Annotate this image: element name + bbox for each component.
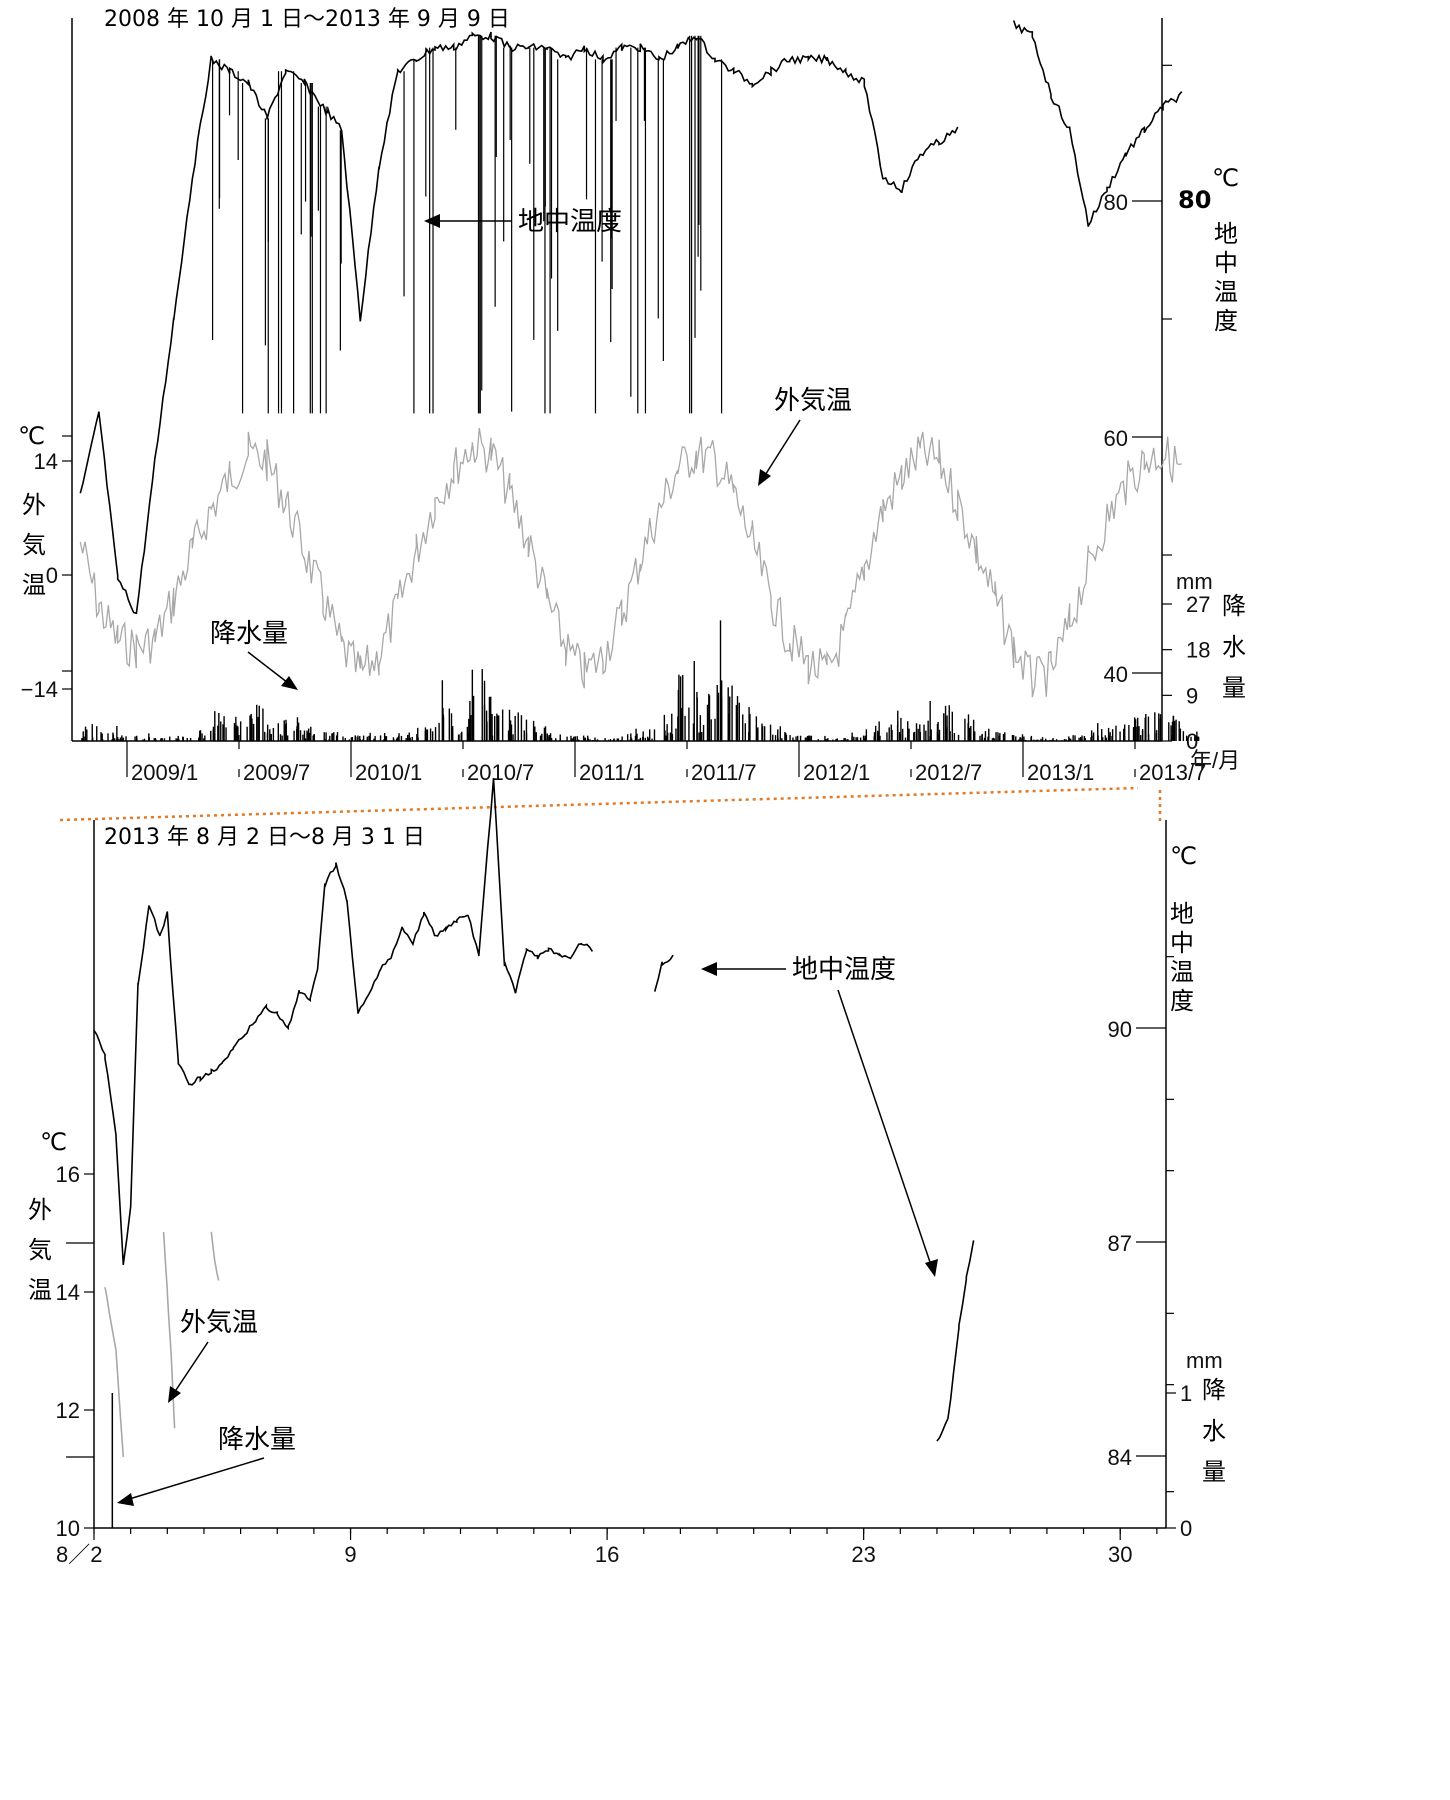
bottom-precip-arrow <box>125 1457 265 1501</box>
top-rain-tick-label: 0 <box>1186 729 1198 754</box>
top-air-temp-arrowhead <box>758 469 771 486</box>
top-left-axis-label: 温 <box>22 571 46 599</box>
top-ground-unit: ℃ <box>1212 164 1239 192</box>
top-ground-tick-label: 40 <box>1104 662 1128 687</box>
bottom-rain-tick-label: 1 <box>1180 1381 1192 1406</box>
top-ground-axis-label: 温 <box>1214 278 1238 306</box>
bottom-left-axis-label: 温 <box>28 1276 52 1304</box>
bottom-left-tick-label: 14 <box>56 1280 80 1305</box>
top-ground-axis-label: 中 <box>1214 249 1238 277</box>
bottom-chart-title: 2013 年 8 月 2 日〜8 月 3 1 日 <box>104 825 425 850</box>
bottom-ground-axis-label: 度 <box>1170 987 1194 1015</box>
top-rain-tick-label: 27 <box>1186 592 1210 617</box>
top-x-tick-label: 2011/7 <box>691 760 757 785</box>
bottom-ground-axis-label: 地 <box>1170 900 1194 928</box>
top-left-tick-label: 14 <box>34 449 58 474</box>
top-precip-arrow <box>247 651 293 687</box>
bottom-x-tick-label: 8／2 <box>56 1542 102 1567</box>
bottom-ground-temp-annotation: 地中温度 <box>792 955 896 985</box>
bottom-ground-axis-label: 中 <box>1170 929 1194 957</box>
bottom-rain-unit: mm <box>1186 1348 1223 1373</box>
top-rain-unit: mm <box>1176 569 1213 594</box>
bottom-air-temp-arrowhead <box>168 1386 181 1403</box>
bottom-ground-tick-label: 87 <box>1108 1231 1132 1256</box>
bottom-left-axis-label: 気 <box>28 1236 52 1264</box>
bottom-ground-temp-line <box>93 778 975 1442</box>
top-ground-tick-label-bold: 80 <box>1178 186 1211 214</box>
bottom-rain-axis-label: 降 <box>1202 1376 1226 1404</box>
bottom-ground-temp-arrow-2 <box>837 989 933 1269</box>
bottom-ground-unit: ℃ <box>1170 842 1197 870</box>
top-x-tick-label: 2009/1 <box>131 760 198 785</box>
top-air-temp-arrow <box>761 419 801 481</box>
bottom-left-tick-label: 16 <box>56 1162 80 1187</box>
top-ground-temp-line <box>79 20 1183 615</box>
zoom-connector-left <box>59 786 1139 822</box>
top-air-temp-line <box>79 427 1182 698</box>
bottom-x-tick-label: 16 <box>595 1542 619 1567</box>
top-x-axis-label: 年/月 <box>1190 748 1240 773</box>
bottom-ground-temp-arrowhead-2 <box>925 1259 938 1277</box>
top-ground-axis-label: 度 <box>1214 307 1238 335</box>
bottom-ground-temp-arrowhead <box>701 962 717 976</box>
top-x-tick-label: 2012/7 <box>915 760 982 785</box>
top-left-tick-label: 0 <box>46 563 58 588</box>
bottom-x-tick-label: 9 <box>344 1542 356 1567</box>
top-x-tick-label: 2013/7 <box>1139 760 1206 785</box>
top-x-tick-label: 2010/1 <box>355 760 422 785</box>
top-x-tick-label: 2009/7 <box>243 760 310 785</box>
bottom-air-temp-arrow <box>171 1341 209 1397</box>
bottom-left-tick-label: 10 <box>56 1516 80 1541</box>
bottom-air-temp-annotation: 外気温 <box>180 1308 258 1338</box>
bottom-air-temp-line <box>104 1231 220 1457</box>
bottom-rain-tick-label: 0 <box>1180 1516 1192 1541</box>
top-rain-axis-label: 量 <box>1222 674 1246 702</box>
top-rain-tick-label: 18 <box>1186 638 1210 663</box>
top-precip-annotation: 降水量 <box>210 619 288 649</box>
top-ground-tick-label: 80 <box>1104 190 1128 215</box>
top-ground-temp-arrowhead <box>424 214 440 228</box>
bottom-precip-arrowhead <box>117 1493 134 1506</box>
bottom-left-tick-label: 12 <box>56 1398 80 1423</box>
top-ground-tick-label: 60 <box>1104 426 1128 451</box>
bottom-precip-annotation: 降水量 <box>218 1425 296 1455</box>
top-rain-tick-label: 9 <box>1186 683 1198 708</box>
top-x-tick-label: 2011/1 <box>579 760 645 785</box>
top-ground-axis-label: 地 <box>1214 220 1238 248</box>
bottom-ground-axis-label: 温 <box>1170 958 1194 986</box>
top-rain-axis-label: 水 <box>1222 633 1246 661</box>
bottom-rain-axis-label: 水 <box>1202 1417 1226 1445</box>
bottom-left-unit: ℃ <box>40 1128 67 1156</box>
bottom-x-tick-label: 30 <box>1108 1542 1132 1567</box>
top-air-temp-annotation: 外気温 <box>774 386 852 416</box>
bottom-rain-axis-label: 量 <box>1202 1458 1226 1486</box>
top-left-axis-label: 気 <box>22 531 46 559</box>
bottom-ground-tick-label: 90 <box>1108 1017 1132 1042</box>
top-x-tick-label: 2013/1 <box>1027 760 1094 785</box>
top-left-unit: ℃ <box>18 422 45 450</box>
bottom-ground-tick-label: 84 <box>1108 1445 1132 1470</box>
top-x-tick-label: 2010/7 <box>467 760 534 785</box>
bottom-left-axis-label: 外 <box>28 1196 52 1224</box>
top-x-tick-label: 2012/1 <box>803 760 870 785</box>
bottom-x-tick-label: 23 <box>851 1542 875 1567</box>
top-precip-arrowhead <box>281 676 298 690</box>
top-left-tick-label: −14 <box>21 677 58 702</box>
top-left-axis-label: 外 <box>22 491 46 519</box>
top-rain-axis-label: 降 <box>1222 592 1246 620</box>
top-chart-title: 2008 年 10 月 1 日〜2013 年 9 月 9 日 <box>104 7 510 32</box>
top-ground-temp-annotation: 地中温度 <box>518 207 622 237</box>
